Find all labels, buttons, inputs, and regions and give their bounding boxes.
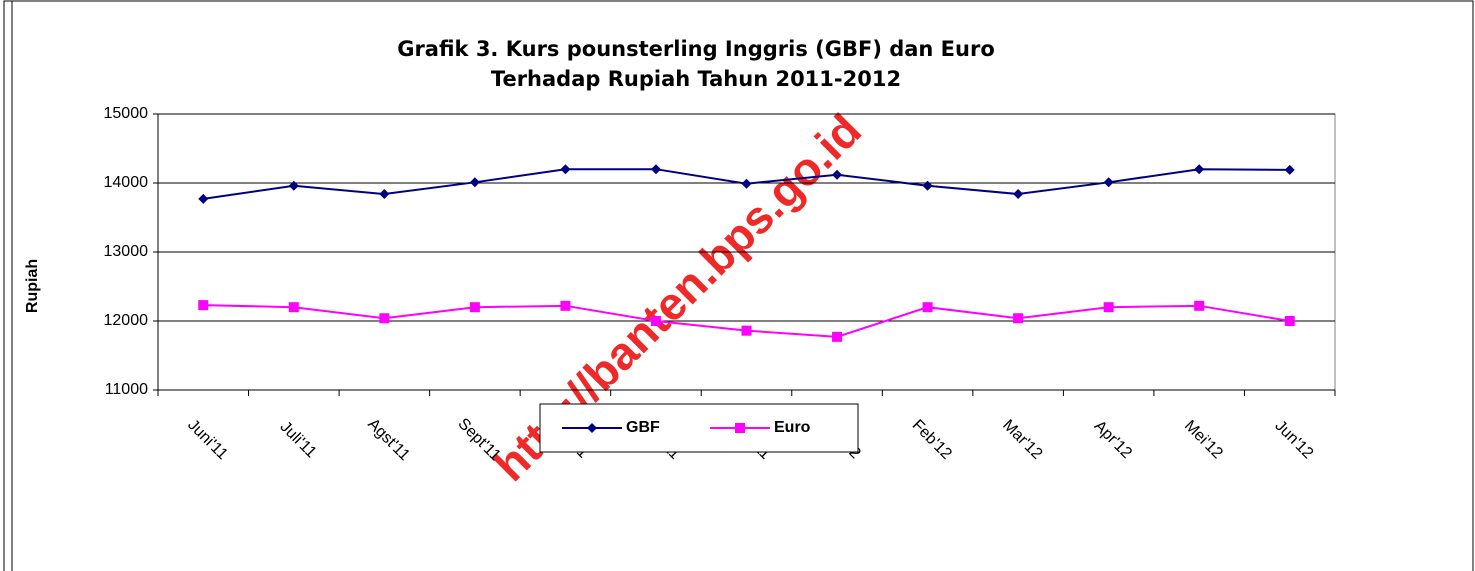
data-point — [1013, 189, 1024, 200]
x-tick-label: Jun'12 — [1271, 417, 1316, 462]
data-point — [741, 325, 752, 336]
data-point — [922, 180, 933, 191]
y-tick-label: 13000 — [104, 243, 149, 260]
data-point — [1194, 164, 1205, 175]
legend-label: Euro — [774, 419, 811, 436]
data-point — [379, 189, 390, 200]
legend-marker — [735, 423, 745, 433]
y-tick-label: 11000 — [105, 381, 148, 398]
chart-subtitle: Terhadap Rupiah Tahun 2011-2012 — [491, 67, 901, 91]
y-tick-label: 14000 — [104, 174, 149, 191]
x-tick-label: Apr'12 — [1091, 418, 1135, 462]
x-tick-label: Sept'11 — [454, 415, 503, 464]
y-tick-label: 15000 — [104, 105, 149, 122]
data-point — [198, 300, 209, 311]
data-point — [288, 180, 299, 191]
data-point — [288, 302, 299, 313]
data-point — [560, 164, 571, 175]
y-axis-label: Rupiah — [24, 259, 41, 313]
x-tick-label: Mei'12 — [1181, 417, 1226, 462]
data-point — [469, 302, 480, 313]
x-tick-label: Feb'12 — [909, 417, 955, 463]
data-point — [650, 164, 661, 175]
data-point — [650, 316, 661, 326]
y-tick-label: 12000 — [104, 312, 149, 329]
data-point — [379, 313, 390, 324]
chart-title: Grafik 3. Kurs pounsterling Inggris (GBF… — [397, 37, 995, 61]
legend-label: GBF — [626, 419, 660, 436]
data-point — [741, 178, 752, 189]
data-point — [1194, 300, 1205, 311]
legend-marker — [587, 423, 597, 433]
data-point — [469, 177, 480, 188]
data-point — [922, 302, 933, 313]
data-point — [1103, 302, 1114, 313]
inner-frame — [11, 0, 1474, 571]
data-point — [832, 331, 843, 342]
x-tick-label: Juni'11 — [184, 416, 231, 463]
data-point — [1103, 177, 1114, 188]
data-point — [198, 193, 209, 204]
data-point — [832, 169, 843, 180]
data-point — [560, 300, 571, 311]
data-point — [1284, 164, 1295, 175]
data-point — [1013, 313, 1024, 324]
x-tick-label: Agst'11 — [364, 416, 413, 465]
x-tick-label: Mar'12 — [999, 417, 1045, 463]
data-point — [1284, 316, 1295, 326]
x-tick-label: Juli'11 — [277, 418, 320, 461]
